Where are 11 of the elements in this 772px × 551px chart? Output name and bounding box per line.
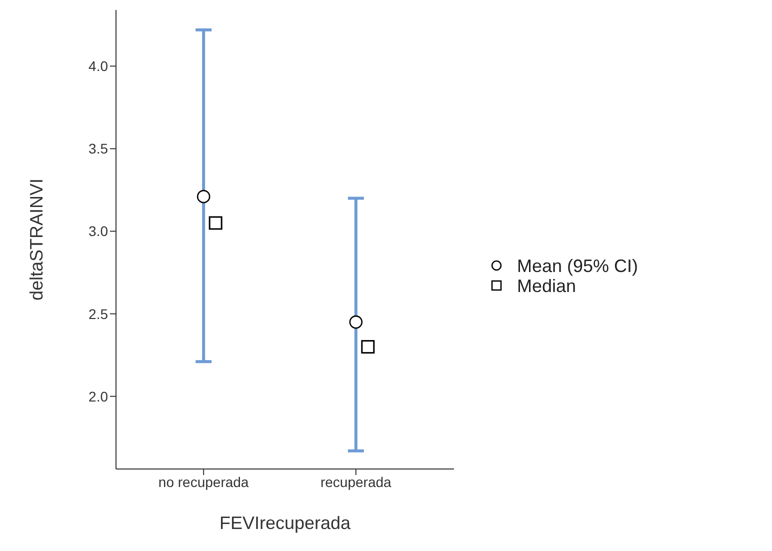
- x-axis-title: FEVIrecuperada: [219, 513, 352, 533]
- y-tick-label: 3.5: [88, 140, 108, 157]
- legend-label: Median: [517, 276, 576, 296]
- x-tick-label: recuperada: [320, 474, 392, 490]
- y-axis-title: deltaSTRAINVI: [26, 178, 46, 301]
- y-tick-label: 4.0: [88, 58, 108, 74]
- y-tick-label: 2.0: [88, 388, 108, 404]
- y-tick-label: 3.0: [88, 223, 108, 240]
- x-tick-label: no recuperada: [158, 474, 249, 490]
- y-tick-label: 2.5: [88, 306, 108, 322]
- legend-label: Mean (95% CI): [517, 256, 638, 276]
